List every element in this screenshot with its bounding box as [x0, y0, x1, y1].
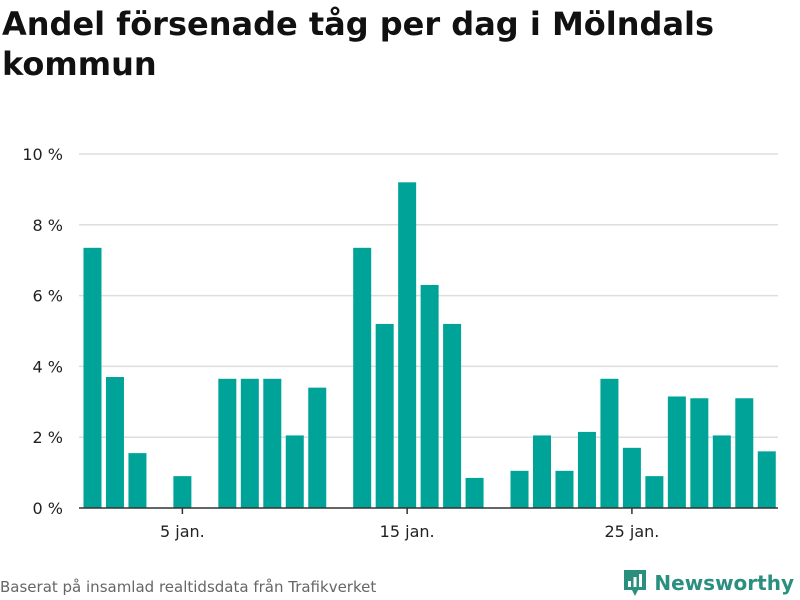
bar: [240, 378, 259, 508]
y-tick-label: 8 %: [33, 216, 63, 235]
bar: [465, 477, 484, 508]
bar: [375, 323, 394, 508]
source-note: Baserat på insamlad realtidsdata från Tr…: [0, 578, 377, 596]
bar: [173, 476, 192, 508]
bar: [443, 323, 462, 508]
x-tick-label: 25 jan.: [604, 522, 659, 541]
bar: [128, 453, 147, 508]
y-tick-label: 2 %: [33, 428, 63, 447]
bar: [690, 398, 709, 508]
x-axis: [79, 507, 778, 514]
bar-chart-logo-icon: [624, 570, 647, 596]
bar: [712, 435, 731, 508]
bar: [398, 182, 417, 508]
bar: [510, 470, 529, 508]
bar: [735, 398, 754, 508]
y-tick-label: 0 %: [33, 499, 63, 518]
bar: [353, 247, 372, 508]
bar: [263, 378, 282, 508]
y-tick-label: 6 %: [33, 287, 63, 306]
bar: [555, 470, 574, 508]
bars: [83, 182, 776, 508]
bar: [533, 435, 552, 508]
y-tick-label: 4 %: [33, 357, 63, 376]
bar: [420, 284, 439, 508]
x-tick-label: 5 jan.: [160, 522, 205, 541]
bar: [667, 396, 686, 508]
y-tick-label: 10 %: [22, 145, 63, 164]
bar: [622, 447, 641, 508]
bar: [285, 435, 304, 508]
brand-logo: Newsworthy: [622, 568, 794, 598]
y-tick-labels: 0 % 2 % 4 % 6 % 8 % 10 %: [22, 145, 63, 518]
brand-name: Newsworthy: [654, 571, 794, 595]
bar: [308, 387, 327, 508]
x-tick-labels: 5 jan. 15 jan. 25 jan.: [160, 522, 659, 541]
bar: [218, 378, 237, 508]
bar: [600, 378, 619, 508]
x-tick-label: 15 jan.: [380, 522, 435, 541]
bar: [105, 377, 124, 508]
bar: [577, 431, 596, 508]
bar: [757, 451, 776, 508]
chart-title: Andel försenade tåg per dag i Mölndals k…: [2, 5, 715, 83]
bar: [83, 247, 102, 508]
bar: [645, 476, 664, 508]
